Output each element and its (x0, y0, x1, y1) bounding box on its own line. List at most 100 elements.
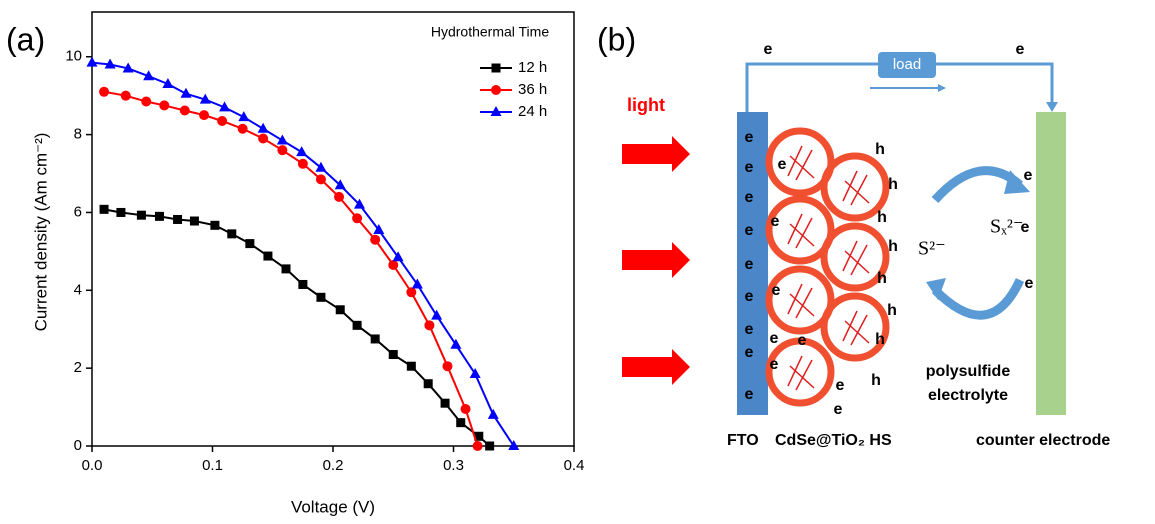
holes: h (888, 238, 898, 255)
particle-arrows (787, 145, 815, 181)
data-point (334, 179, 346, 190)
data-point (354, 198, 366, 209)
electrolyte-label: electrolyte (928, 387, 1008, 404)
x-axis-label: Voltage (V) (291, 497, 375, 516)
particle-arrows (842, 310, 870, 346)
data-point (86, 56, 98, 67)
particle-electrons: e (772, 282, 781, 299)
data-point (469, 367, 481, 378)
particle-electrons: e (798, 332, 807, 349)
data-point (154, 211, 164, 221)
data-point (388, 260, 399, 271)
data-point (237, 123, 248, 134)
data-point (276, 134, 288, 145)
data-point (370, 334, 380, 344)
photoanode-label: CdSe@TiO₂ HS (775, 432, 892, 449)
legend-label: 24 h (518, 103, 547, 120)
data-point (373, 223, 385, 234)
particle (765, 127, 835, 197)
data-point (485, 441, 495, 451)
wire-electrons: e (1016, 41, 1025, 58)
particle-electrons: e (770, 356, 779, 373)
data-point (424, 320, 435, 331)
data-point (352, 320, 362, 330)
data-point (406, 287, 417, 298)
counter-electrons: e (1025, 275, 1034, 292)
fto-electrons: e (745, 189, 754, 206)
y-tick-label: 2 (74, 359, 82, 376)
data-point (297, 158, 308, 169)
particle-electrons: e (771, 213, 780, 230)
holes: h (877, 209, 887, 226)
particle (820, 292, 890, 362)
fto-electrode (737, 112, 768, 415)
holes: h (875, 141, 885, 158)
data-point (199, 93, 211, 104)
data-point (199, 110, 210, 121)
electrolyte-label: polysulfide (926, 363, 1011, 380)
data-point (450, 338, 462, 349)
particle-electrons: e (778, 156, 787, 173)
counter-electrode (1036, 112, 1066, 415)
y-tick-label: 6 (74, 203, 82, 220)
particle-arrows (787, 213, 815, 249)
particle (765, 337, 835, 407)
data-point (508, 440, 520, 450)
data-point (120, 90, 131, 101)
counter-electrons: e (1021, 219, 1030, 236)
data-point (315, 174, 326, 185)
data-point (277, 145, 288, 156)
load-box (878, 52, 936, 78)
holes: h (877, 270, 887, 287)
fto-electrons: e (745, 386, 754, 403)
fto-electrons: e (745, 129, 754, 146)
polysulfide-label: Sₓ²⁻ (990, 216, 1023, 238)
data-point (334, 191, 345, 202)
data-point (189, 216, 199, 226)
x-tick-label: 0.1 (202, 457, 223, 474)
redox-arrow-head (926, 278, 946, 300)
y-tick-label: 0 (74, 437, 82, 454)
light-arrows (622, 136, 690, 385)
redox-arrow-head (1004, 170, 1030, 194)
y-tick-label: 4 (74, 281, 82, 298)
data-point (315, 161, 327, 172)
data-point (217, 115, 228, 126)
particle-electrons: e (836, 377, 845, 394)
fto-electrons: e (745, 344, 754, 361)
data-point (442, 361, 453, 372)
data-point (227, 229, 237, 239)
particle-arrows (787, 283, 815, 319)
data-point (316, 292, 326, 302)
wire-arrow (1046, 102, 1058, 112)
data-point (263, 251, 273, 261)
legend-label: 36 h (518, 81, 547, 98)
fto-label: FTO (727, 432, 759, 449)
load-label: load (893, 56, 921, 73)
legend-label: 12 h (518, 59, 547, 76)
data-point (392, 251, 404, 262)
data-point (281, 264, 291, 274)
plot-frame (91, 11, 575, 447)
data-point (258, 133, 269, 144)
diagram: (b) load light S²⁻ Sₓ²⁻ polysulfide elec… (597, 21, 1110, 449)
particle-arrows (842, 240, 870, 276)
data-point (431, 309, 443, 320)
data-point (173, 214, 183, 224)
panel-label: (a) (6, 21, 45, 57)
data-point (406, 361, 416, 371)
redox-arrow (931, 278, 1025, 320)
data-point (116, 207, 126, 217)
wire-electrons: e (764, 41, 773, 58)
panel-label: (b) (597, 21, 636, 57)
holes: h (887, 302, 897, 319)
data-point (179, 105, 190, 116)
data-point (162, 78, 174, 89)
data-point (104, 58, 116, 69)
particle-electrons: e (770, 330, 779, 347)
data-point (210, 220, 220, 230)
data-point (335, 305, 345, 315)
data-point (352, 213, 363, 224)
data-point (141, 96, 152, 107)
